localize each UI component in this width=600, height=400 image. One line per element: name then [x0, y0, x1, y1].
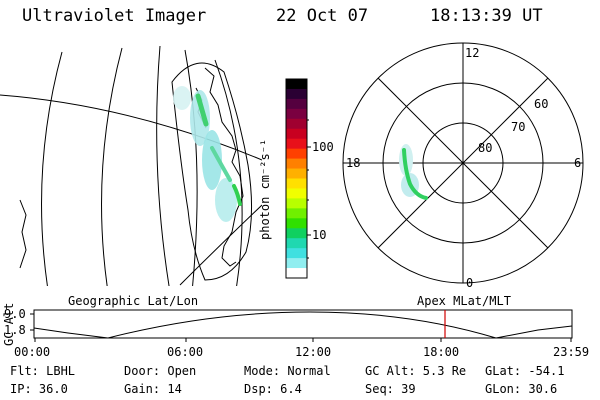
timeline-right-caption: Apex MLat/MLT [417, 294, 511, 308]
colorbar-cell [286, 88, 307, 100]
colorbar-tick-10: 10 [312, 228, 327, 242]
status-mode: Mode: Normal [244, 364, 331, 378]
colorbar-cell [286, 248, 307, 259]
colorbar-tick-100: 100 [312, 140, 334, 154]
mlt-label-12: 12 [465, 46, 480, 60]
aurora-emission-polar [399, 144, 428, 200]
colorbar [285, 78, 311, 279]
timeline-ytick-min: 1.8 [4, 323, 26, 337]
colorbar-cell [286, 108, 307, 120]
colorbar-cell [286, 118, 307, 130]
colorbar-cells [286, 79, 307, 279]
status-glat: GLat: -54.1 [485, 364, 565, 378]
timeline-panel [30, 309, 573, 342]
status-dsp: Dsp: 6.4 [244, 382, 302, 396]
colorbar-cell [286, 238, 307, 249]
lat-label-60: 60 [534, 97, 549, 111]
colorbar-cell [286, 98, 307, 110]
timeline-xtick-1800: 18:00 [423, 345, 460, 359]
instrument-title: Ultraviolet Imager [22, 6, 207, 26]
status-gain: Gain: 14 [124, 382, 182, 396]
colorbar-cell [286, 228, 307, 239]
status-flt: Flt: LBHL [10, 364, 76, 378]
mlt-label-6: 6 [574, 156, 582, 170]
timeline-left-caption: Geographic Lat/Lon [68, 294, 199, 308]
polar-plot [342, 42, 584, 284]
lat-label-70: 70 [511, 120, 526, 134]
colorbar-frame [285, 78, 308, 279]
status-door: Door: Open [124, 364, 197, 378]
colorbar-cell [286, 218, 307, 229]
colorbar-cell [286, 178, 307, 190]
timeline-xtick-1200: 12:00 [295, 345, 332, 359]
colorbar-cell [286, 208, 307, 219]
mlt-label-0: 0 [466, 276, 474, 290]
colorbar-cell [286, 128, 307, 140]
timeline-xtick-0000: 00:00 [14, 345, 51, 359]
mlt-label-18: 18 [346, 156, 361, 170]
status-glon: GLon: 30.6 [485, 382, 558, 396]
colorbar-unit-label: photon cm⁻²s⁻¹ [258, 138, 272, 240]
timeline-frame [33, 309, 573, 339]
status-ip: IP: 36.0 [10, 382, 68, 396]
status-seq: Seq: 39 [365, 382, 416, 396]
colorbar-cell [286, 168, 307, 180]
colorbar-cell [286, 268, 307, 279]
colorbar-cell [286, 138, 307, 150]
colorbar-cell [286, 188, 307, 199]
colorbar-cell [286, 148, 307, 160]
altitude-curve [33, 311, 573, 339]
timeline-ytick-max: 9.0 [4, 307, 26, 321]
colorbar-cell [286, 258, 307, 269]
date-label: 22 Oct 07 [276, 6, 369, 26]
colorbar-cell [286, 79, 307, 90]
time-label: 18:13:39 UT [430, 6, 543, 26]
lat-label-80: 80 [478, 141, 493, 155]
colorbar-cell [286, 158, 307, 170]
timeline-xtick-0600: 06:00 [167, 345, 204, 359]
aurora-emission-geo [173, 86, 242, 222]
status-gc-alt: GC Alt: 5.3 Re [365, 364, 467, 378]
timeline-xtick-2359: 23:59 [553, 345, 590, 359]
colorbar-cell [286, 198, 307, 209]
geographic-map [0, 45, 262, 286]
